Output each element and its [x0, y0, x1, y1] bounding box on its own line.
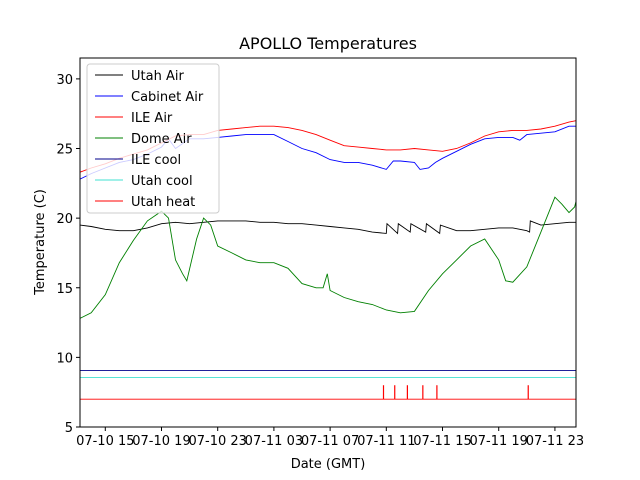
legend-label: Utah heat [131, 195, 195, 210]
y-tick-label: 30 [56, 73, 73, 88]
x-tick-label: 07-11 11 [357, 434, 415, 449]
legend-label: Utah Air [131, 69, 184, 84]
legend-label: Cabinet Air [131, 90, 204, 105]
axes-frame [79, 57, 577, 428]
x-tick-label: 07-11 15 [413, 434, 471, 449]
y-tick-label: 10 [56, 351, 73, 366]
x-tick-label: 07-11 19 [469, 434, 527, 449]
y-tick-label: 20 [56, 212, 73, 227]
series-line-utah-air [79, 220, 576, 235]
x-tick-label: 07-10 19 [132, 434, 190, 449]
x-tick-label: 07-11 03 [245, 434, 303, 449]
legend-label: ILE cool [131, 153, 181, 168]
y-tick-label: 5 [65, 421, 73, 436]
legend: Utah Air Cabinet Air ILE Air Dome Air ILE co… [86, 63, 220, 214]
x-axis-label: Date (GMT) [291, 457, 366, 472]
x-tick-label: 07-10 15 [76, 434, 134, 449]
legend-label: Dome Air [131, 132, 192, 147]
y-axis: 5 10 15 20 25 30 [56, 73, 80, 436]
x-tick-label: 07-10 23 [188, 434, 246, 449]
x-tick-label: 07-11 07 [301, 434, 359, 449]
y-tick-label: 25 [56, 143, 73, 158]
y-tick-label: 15 [56, 282, 73, 297]
y-axis-label: Temperature (C) [33, 189, 48, 296]
series-line-dome-air [79, 196, 577, 319]
legend-label: ILE Air [131, 111, 173, 126]
legend-label: Utah cool [131, 174, 193, 189]
legend-box [86, 63, 220, 214]
x-tick-label: 07-11 23 [526, 434, 584, 449]
chart-title: APOLLO Temperatures [239, 34, 417, 53]
